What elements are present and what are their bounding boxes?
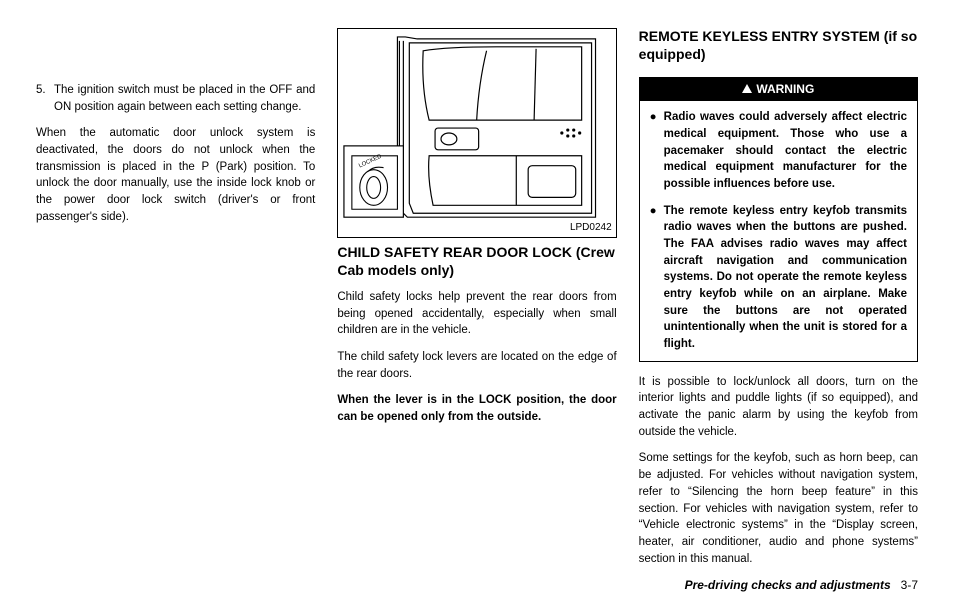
door-lock-figure: LOCKED LPD0242 (337, 28, 616, 238)
numbered-step: 5. The ignition switch must be placed in… (36, 82, 315, 115)
step-text: The ignition switch must be placed in th… (54, 82, 315, 115)
section-title: Pre-driving checks and adjustments (685, 578, 891, 592)
column-2: LOCKED LPD0242 CHILD SAFETY REAR DOOR LO… (337, 28, 616, 590)
heading-remote-keyless: REMOTE KEYLESS ENTRY SYSTEM (if so equip… (639, 28, 918, 63)
warning-triangle-icon (742, 84, 752, 93)
paragraph: When the automatic door unlock system is… (36, 125, 315, 225)
column-1: 5. The ignition switch must be placed in… (36, 28, 315, 590)
warning-item: ● The remote keyless entry keyfob transm… (650, 203, 907, 353)
paragraph-bold: When the lever is in the LOCK position, … (337, 392, 616, 425)
subheading-child-safety: CHILD SAFETY REAR DOOR LOCK (Crew Cab mo… (337, 244, 616, 279)
bullet-icon: ● (650, 109, 664, 192)
warning-title-bar: WARNING (640, 78, 917, 101)
bullet-icon: ● (650, 203, 664, 353)
page-footer: Pre-driving checks and adjustments 3-7 (685, 577, 918, 594)
warning-title-text: WARNING (756, 81, 814, 98)
warning-box: WARNING ● Radio waves could adversely af… (639, 77, 918, 362)
warning-body: ● Radio waves could adversely affect ele… (640, 101, 917, 360)
warning-text: Radio waves could adversely affect elect… (664, 109, 907, 192)
paragraph: It is possible to lock/unlock all doors,… (639, 374, 918, 441)
figure-label: LPD0242 (570, 221, 612, 236)
paragraph: Some settings for the keyfob, such as ho… (639, 450, 918, 567)
manual-page: 5. The ignition switch must be placed in… (36, 28, 918, 590)
warning-text: The remote keyless entry keyfob transmit… (664, 203, 907, 353)
step-number: 5. (36, 82, 54, 115)
paragraph: Child safety locks help prevent the rear… (337, 289, 616, 339)
column-3: REMOTE KEYLESS ENTRY SYSTEM (if so equip… (639, 28, 918, 590)
paragraph: The child safety lock levers are located… (337, 349, 616, 382)
page-number: 3-7 (901, 578, 918, 592)
door-panel-illustration: LOCKED (338, 29, 615, 237)
warning-item: ● Radio waves could adversely affect ele… (650, 109, 907, 192)
